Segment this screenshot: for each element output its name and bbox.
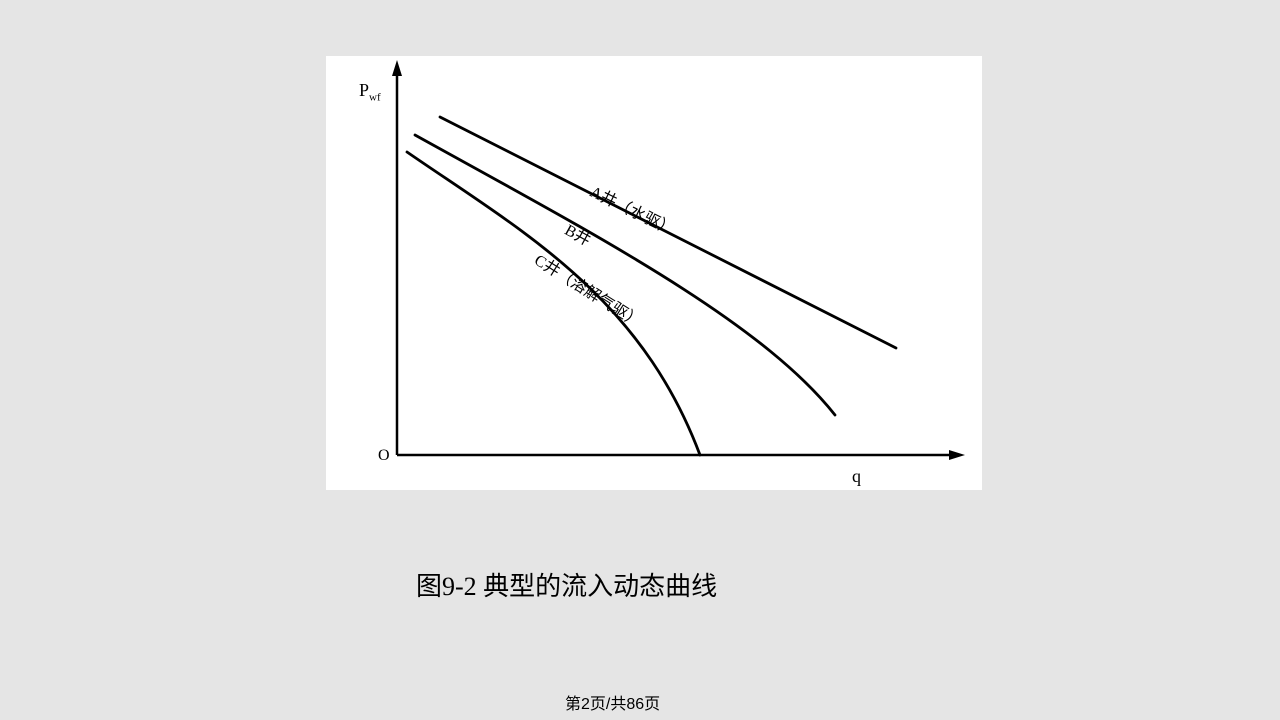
y-axis-label-sub: wf: [369, 92, 381, 104]
chart-svg: [0, 0, 1280, 720]
y-axis-label-main: P: [359, 80, 369, 100]
x-axis-label: q: [852, 466, 861, 487]
y-axis-label: Pwf: [359, 80, 381, 104]
origin-label: O: [378, 447, 390, 465]
figure-caption: 图9-2 典型的流入动态曲线: [416, 566, 717, 603]
page-indicator: 第2页/共86页: [565, 690, 660, 714]
